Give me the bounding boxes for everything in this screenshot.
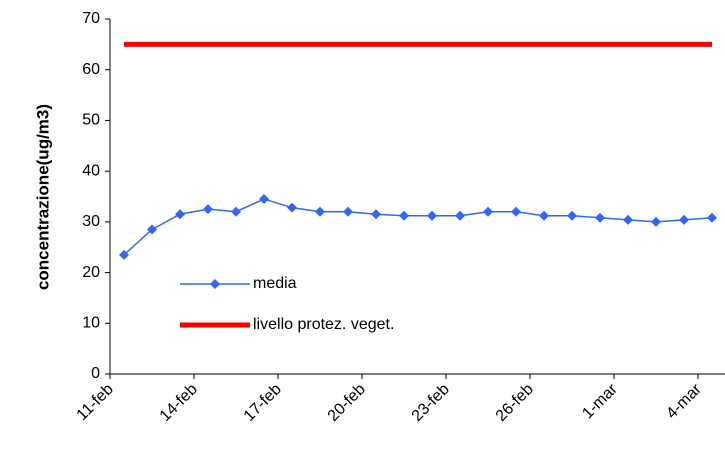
marker bbox=[651, 216, 661, 227]
x-tick-label: 11-feb bbox=[74, 381, 117, 424]
y-tick-label: 30 bbox=[82, 213, 100, 230]
marker bbox=[427, 210, 437, 221]
x-tick-label: 26-feb bbox=[493, 381, 537, 425]
marker bbox=[511, 206, 521, 217]
marker bbox=[623, 214, 633, 225]
x-tick-label: 14-feb bbox=[157, 381, 201, 425]
y-tick-label: 10 bbox=[82, 315, 100, 332]
series-line bbox=[123, 198, 713, 256]
marker bbox=[287, 202, 297, 213]
marker bbox=[119, 249, 129, 260]
y-tick-label: 70 bbox=[82, 10, 100, 27]
marker bbox=[259, 194, 269, 205]
x-tick-label: 1-mar bbox=[579, 380, 621, 422]
x-tick-label: 20-feb bbox=[325, 381, 369, 425]
marker bbox=[455, 210, 465, 221]
marker bbox=[399, 210, 409, 221]
marker bbox=[343, 206, 353, 217]
marker bbox=[567, 210, 577, 221]
marker bbox=[147, 224, 157, 235]
marker bbox=[175, 209, 185, 220]
marker bbox=[539, 210, 549, 221]
y-tick-label: 50 bbox=[82, 112, 100, 129]
x-tick-label: 17-feb bbox=[241, 381, 285, 425]
y-tick-label: 20 bbox=[82, 264, 100, 281]
marker bbox=[483, 206, 493, 217]
legend-label: livello protez. veget. bbox=[253, 316, 394, 333]
x-tick-label: 4-mar bbox=[663, 380, 705, 422]
y-tick-label: 40 bbox=[82, 162, 100, 179]
x-tick-label: 23-feb bbox=[409, 381, 453, 425]
legend-label: media bbox=[253, 275, 297, 292]
marker bbox=[707, 212, 717, 223]
marker bbox=[231, 206, 241, 217]
marker bbox=[371, 209, 381, 220]
legend-marker bbox=[210, 279, 220, 289]
y-tick-label: 0 bbox=[91, 365, 100, 382]
marker bbox=[595, 212, 605, 223]
marker bbox=[203, 204, 213, 215]
y-axis-label: concentrazione(ug/m3) bbox=[33, 104, 52, 290]
y-tick-label: 60 bbox=[82, 61, 100, 78]
marker bbox=[315, 206, 325, 217]
marker bbox=[679, 214, 689, 225]
